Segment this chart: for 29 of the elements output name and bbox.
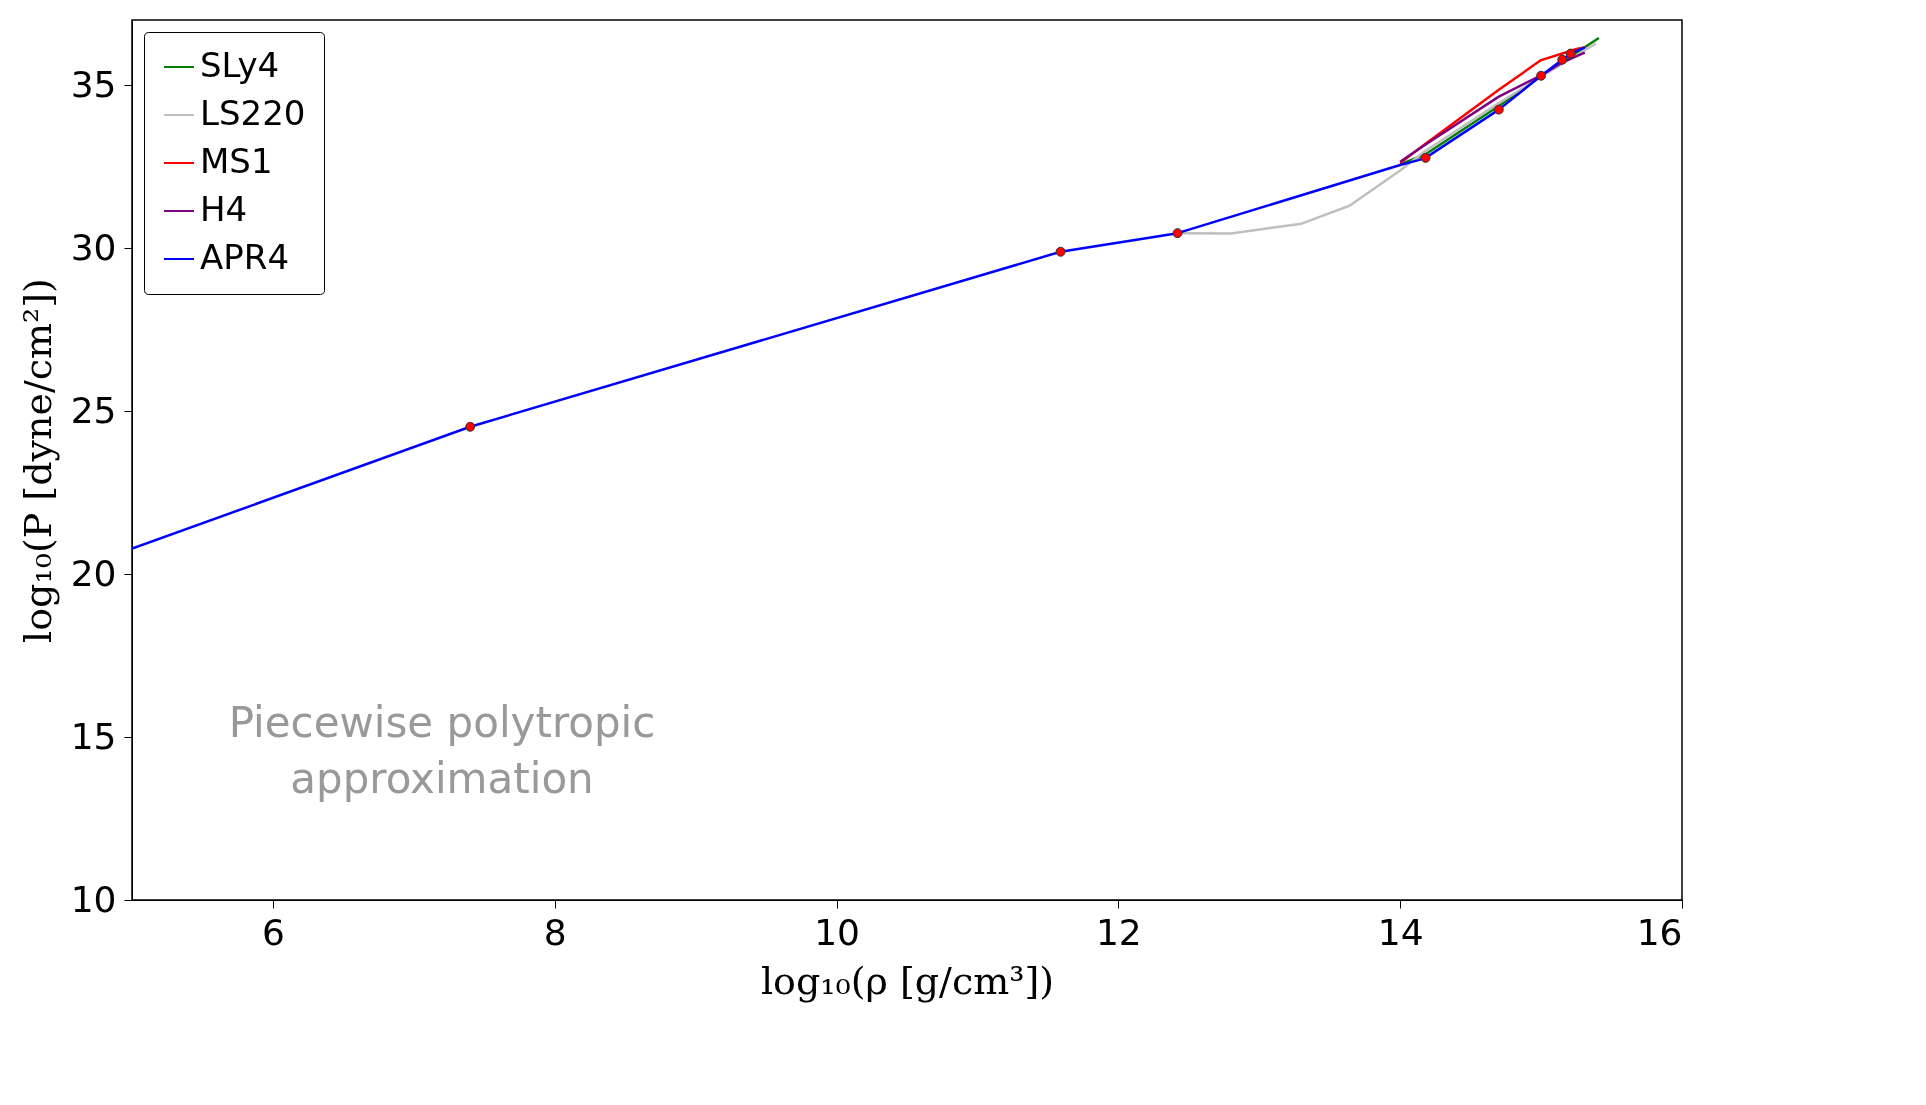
x-axis-title: log₁₀(ρ [g/cm³]) xyxy=(760,958,1055,1003)
point xyxy=(1557,54,1568,65)
x-tick-label: 16 xyxy=(1636,911,1683,953)
x-tick-label: 12 xyxy=(1095,911,1142,953)
y-tick-label: 20 xyxy=(70,552,117,594)
x-tick-label: 14 xyxy=(1377,911,1424,953)
y-axis-title: log₁₀(P [dyne/cm²]) xyxy=(15,278,60,643)
point xyxy=(1565,48,1576,59)
y-tick-label: 10 xyxy=(70,878,117,920)
point xyxy=(1493,104,1504,115)
line-series xyxy=(132,46,1587,550)
point xyxy=(465,421,476,432)
point xyxy=(1420,152,1431,163)
point xyxy=(1055,246,1066,257)
point xyxy=(1172,228,1183,239)
y-tick-label: 35 xyxy=(70,63,117,105)
y-tick-label: 25 xyxy=(70,389,117,431)
y-tick-label: 30 xyxy=(70,226,117,268)
y-tick-label: 15 xyxy=(70,715,117,757)
legend-label: MS1 xyxy=(200,141,273,181)
annotation: Piecewise polytropic approximation xyxy=(228,698,656,803)
point xyxy=(1536,70,1547,81)
x-tick-label: 8 xyxy=(543,911,567,953)
x-tick-label: 6 xyxy=(261,911,285,953)
legend-label: APR4 xyxy=(200,237,290,277)
legend-label: SLy4 xyxy=(200,45,280,85)
legend-label: H4 xyxy=(200,189,248,229)
legend-label: LS220 xyxy=(200,93,306,133)
x-tick-label: 10 xyxy=(814,911,860,953)
